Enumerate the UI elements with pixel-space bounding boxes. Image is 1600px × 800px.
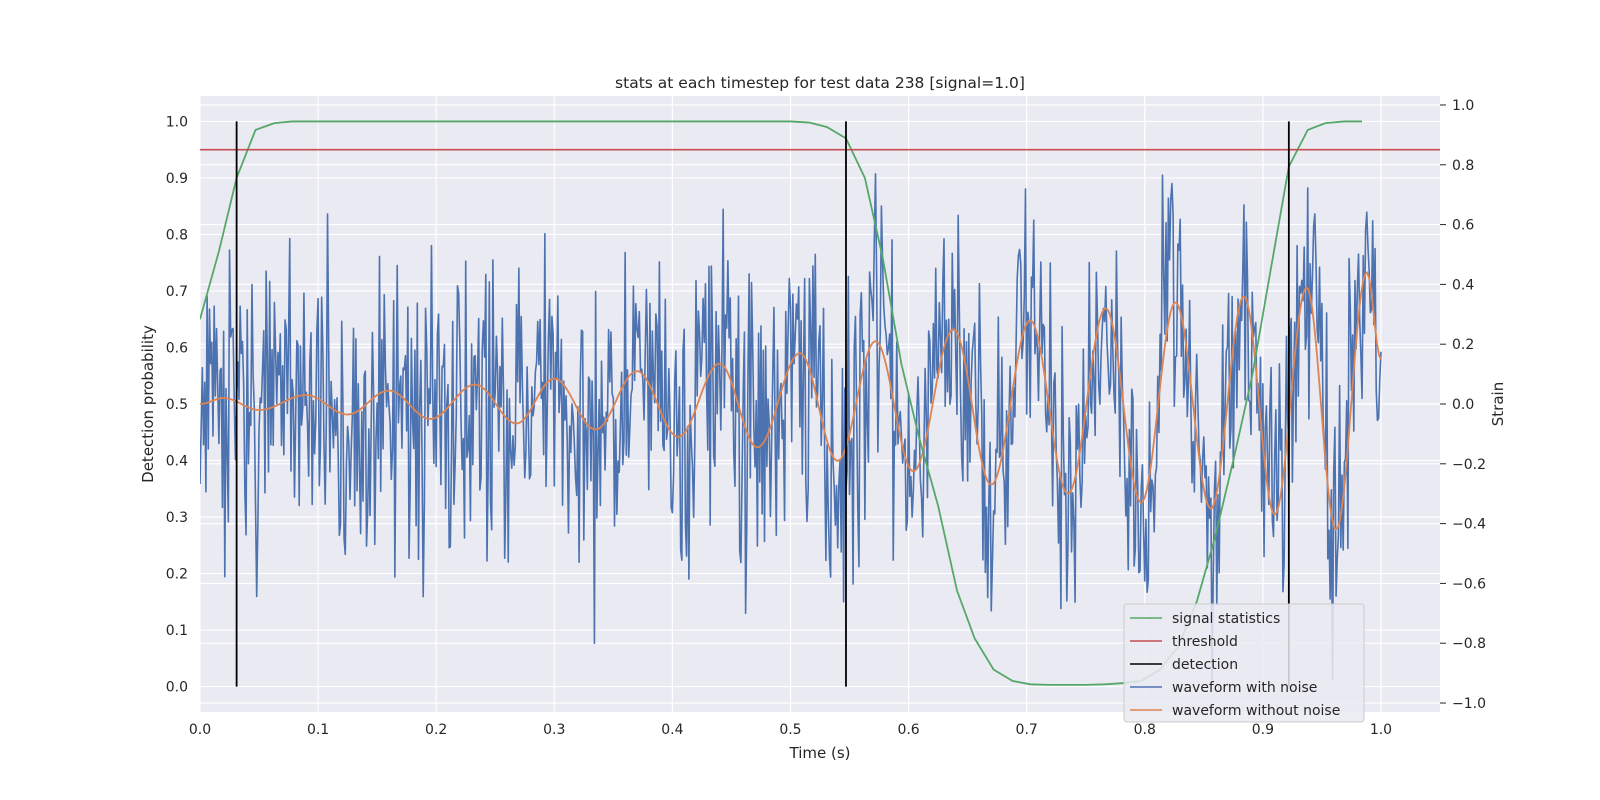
- legend-item-detection: detection: [1130, 657, 1238, 673]
- series-waveform-without-noise: [200, 271, 1382, 531]
- series-waveform-with-noise: [200, 173, 1382, 680]
- y-tick-label-right: 1.0: [1452, 98, 1474, 114]
- y-tick-label-right: −1.0: [1452, 696, 1486, 712]
- x-tick-label: 0.2: [425, 722, 447, 738]
- y-tick-label-left: 0.7: [166, 284, 188, 300]
- y-tick-label-left: 0.3: [166, 510, 188, 526]
- series-layer: [200, 120, 1440, 687]
- legend-item-waveform-without-noise: waveform without noise: [1130, 703, 1340, 719]
- x-axis-label: Time (s): [789, 744, 851, 762]
- y-tick-label-left: 1.0: [166, 114, 188, 130]
- y-tick-label-right: −0.8: [1452, 636, 1486, 652]
- y-tick-label-right: 0.0: [1452, 397, 1474, 413]
- legend-label-waveform-with-noise: waveform with noise: [1172, 680, 1317, 696]
- legend-label-detection: detection: [1172, 657, 1238, 673]
- y-tick-label-left: 0.9: [166, 171, 188, 187]
- legend-item-waveform-with-noise: waveform with noise: [1130, 680, 1317, 696]
- y-tick-label-left: 0.1: [166, 623, 188, 639]
- legend-label-threshold: threshold: [1172, 634, 1238, 650]
- y-tick-label-left: 0.2: [166, 567, 188, 583]
- x-tick-label: 0.4: [661, 722, 683, 738]
- x-tick-label: 0.7: [1016, 722, 1038, 738]
- y-tick-label-left: 0.4: [166, 454, 188, 470]
- y-tick-label-left: 0.0: [166, 680, 188, 696]
- x-tick-label: 0.3: [543, 722, 565, 738]
- y-tick-label-right: −0.2: [1452, 457, 1486, 473]
- legend-label-waveform-without-noise: waveform without noise: [1172, 703, 1340, 719]
- legend-label-signal-statistics: signal statistics: [1172, 611, 1280, 627]
- x-tick-label: 0.5: [779, 722, 801, 738]
- legend: signal statistics threshold detection wa…: [1123, 603, 1365, 723]
- y-tick-label-right: 0.6: [1452, 218, 1474, 234]
- legend-box: [1123, 603, 1365, 723]
- y-tick-label-right: −0.6: [1452, 576, 1486, 592]
- y-tick-label-left: 0.8: [166, 227, 188, 243]
- y-tick-label-left: 0.6: [166, 340, 188, 356]
- chart-title: stats at each timestep for test data 238…: [615, 74, 1025, 92]
- x-tick-label: 0.9: [1252, 722, 1274, 738]
- y-axis-label-left: Detection probability: [139, 325, 157, 483]
- y-axis-label-right: Strain: [1489, 382, 1507, 426]
- legend-item-signal-statistics: signal statistics: [1130, 611, 1280, 627]
- y-tick-label-left: 0.5: [166, 397, 188, 413]
- legend-item-threshold: threshold: [1130, 634, 1238, 650]
- x-tick-label: 0.0: [189, 722, 211, 738]
- x-tick-label: 0.1: [307, 722, 329, 738]
- series-signal-statistics: [200, 120, 1363, 686]
- x-tick-label: 0.8: [1134, 722, 1156, 738]
- x-tick-label: 1.0: [1370, 722, 1392, 738]
- tick-labels: 0.0 0.1 0.2 0.3 0.4 0.5 0.6 0.7 0.8 0.9 1.0 0.0 0.1 0…: [166, 98, 1486, 738]
- y-tick-label-right: −0.4: [1452, 517, 1486, 533]
- y-tick-label-right: 0.8: [1452, 158, 1474, 174]
- x-tick-label: 0.6: [897, 722, 919, 738]
- y-tick-label-right: 0.4: [1452, 277, 1474, 293]
- y-tick-label-right: 0.2: [1452, 337, 1474, 353]
